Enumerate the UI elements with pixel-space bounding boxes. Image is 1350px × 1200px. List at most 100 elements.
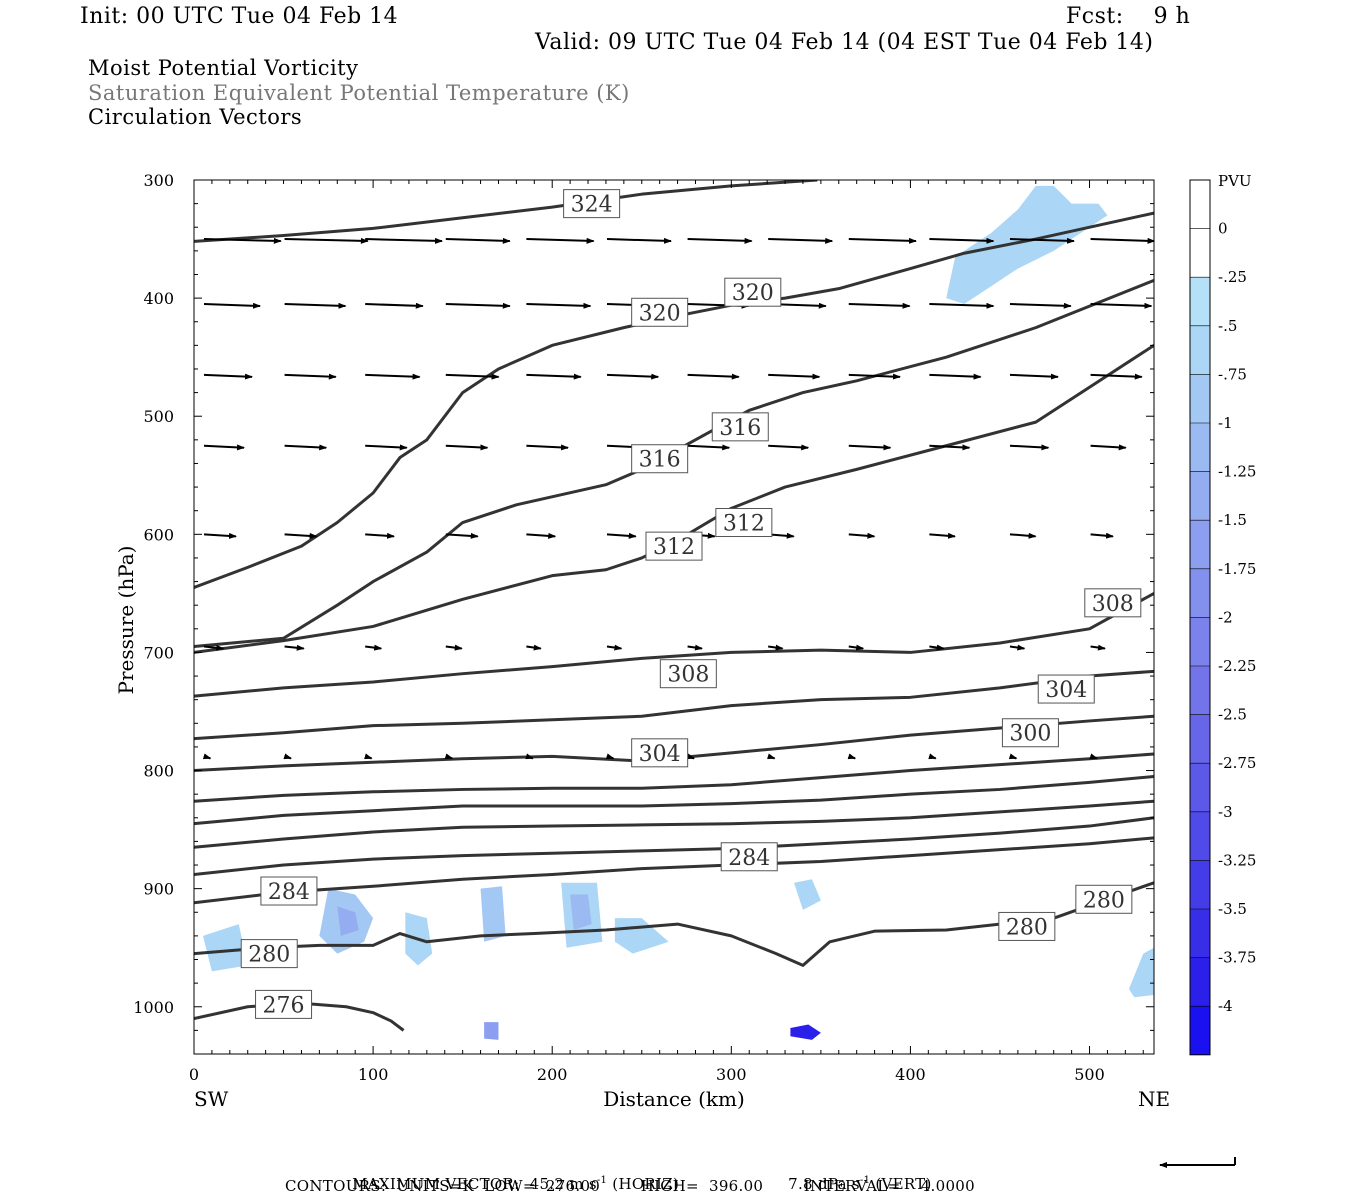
contour-label-14: 280 bbox=[248, 943, 290, 968]
contour-label-16: 280 bbox=[1083, 888, 1125, 913]
theta-e-contour-3 bbox=[194, 816, 1154, 876]
vector-6-3 bbox=[444, 753, 454, 760]
vector-1-0 bbox=[203, 302, 261, 309]
contour-label-box-7 bbox=[659, 659, 717, 689]
y-tick-label-700: 700 bbox=[143, 643, 174, 662]
vector-6-2 bbox=[364, 753, 373, 760]
vector-1-2 bbox=[365, 302, 424, 309]
x-tick-label-300: 300 bbox=[716, 1065, 747, 1084]
y-tick-label-500: 500 bbox=[143, 407, 174, 426]
contour-label-box-14 bbox=[240, 939, 298, 969]
contour-labels-layer: 324 320 320 316 316 312 312 308 308 304 304 300 284 2… bbox=[240, 189, 1142, 1019]
valid-time: Valid: 09 UTC Tue 04 Feb 14 (04 EST Tue … bbox=[535, 30, 1154, 55]
pv-area-3 bbox=[337, 906, 359, 936]
plot-frame bbox=[193, 179, 1155, 1055]
colorbar-level-0: 0 bbox=[1218, 220, 1228, 238]
vector-5-7 bbox=[768, 644, 784, 651]
axes-layer: 300 400 500 600 700 800 900 1000 0 100 200 300 400 50… bbox=[133, 171, 1154, 1084]
pv-area-0 bbox=[946, 185, 1108, 305]
colorbar-level-13: -3.25 bbox=[1218, 851, 1256, 869]
theta-e-contours-layer bbox=[194, 180, 1154, 1032]
colorbar-level-5: -1.25 bbox=[1218, 463, 1256, 481]
colorbar-level-16: -4 bbox=[1218, 997, 1233, 1015]
max-vector-vert: 7.8 dPa s bbox=[788, 1175, 860, 1193]
vector-6-8 bbox=[847, 753, 857, 760]
vector-5-5 bbox=[606, 644, 623, 651]
colorbar-level-9: -2.25 bbox=[1218, 657, 1256, 675]
vector-5-11 bbox=[1090, 644, 1106, 651]
vector-0-9 bbox=[929, 237, 995, 244]
contour-label-box-6 bbox=[715, 508, 773, 538]
contour-label-9: 304 bbox=[639, 742, 681, 767]
y-tick-label-400: 400 bbox=[143, 289, 174, 308]
colorbar-swatch-15 bbox=[1190, 909, 1210, 958]
vector-5-3 bbox=[445, 644, 463, 651]
colorbar-level-7: -1.75 bbox=[1218, 560, 1256, 578]
colorbar-swatch-6 bbox=[1190, 471, 1210, 521]
colorbar-swatch-9 bbox=[1190, 617, 1210, 666]
x-tick-label-0: 0 bbox=[189, 1065, 199, 1084]
theta-e-contour-8 bbox=[194, 669, 1154, 741]
vector-3-11 bbox=[1090, 444, 1127, 451]
vector-4-7 bbox=[768, 532, 795, 539]
vector-2-3 bbox=[445, 373, 500, 380]
vector-1-9 bbox=[929, 302, 995, 309]
contour-label-11: 300 bbox=[1009, 722, 1051, 747]
vector-1-4 bbox=[526, 302, 592, 309]
contour-label-8: 308 bbox=[1092, 592, 1134, 617]
vector-3-4 bbox=[526, 444, 569, 451]
vector-3-0 bbox=[203, 444, 245, 451]
pv-colorbar: 0 -.25 -.5 -.75 -1 -1.25 -1.5 -1.75 -2 -2.25 -2.5 -… bbox=[1189, 179, 1256, 1056]
vector-3-2 bbox=[365, 444, 408, 451]
colorbar-swatch-16 bbox=[1190, 957, 1210, 1007]
field-title-vectors: Circulation Vectors bbox=[88, 105, 303, 129]
colorbar-swatch-7 bbox=[1190, 520, 1210, 569]
contour-label-box-12 bbox=[720, 842, 778, 872]
contour-label-box-13 bbox=[260, 876, 318, 906]
colorbar-swatch-4 bbox=[1190, 374, 1210, 423]
x-axis-label: Distance (km) bbox=[603, 1087, 745, 1111]
vector-3-10 bbox=[1009, 444, 1050, 451]
vector-4-3 bbox=[445, 532, 479, 539]
contour-label-5: 312 bbox=[653, 535, 695, 560]
vector-2-4 bbox=[526, 373, 582, 380]
theta-e-contour-9 bbox=[194, 592, 1154, 698]
field-title-pv: Moist Potential Vorticity bbox=[88, 56, 359, 80]
vector-1-8 bbox=[848, 302, 911, 309]
theta-e-contour-12 bbox=[194, 211, 1154, 589]
vector-3-6 bbox=[687, 444, 731, 451]
contour-label-box-11 bbox=[1001, 718, 1059, 748]
vert-unit-exponent: -1 bbox=[859, 1175, 871, 1186]
pv-area-11 bbox=[790, 1024, 821, 1040]
vector-4-4 bbox=[526, 532, 557, 539]
vector-6-11 bbox=[1089, 753, 1098, 760]
x-tick-label-200: 200 bbox=[537, 1065, 568, 1084]
vector-1-1 bbox=[284, 302, 347, 309]
colorbar-level-14: -3.5 bbox=[1218, 900, 1247, 918]
contour-label-box-15 bbox=[998, 911, 1056, 941]
colorbar-level-1: -.25 bbox=[1218, 268, 1247, 286]
colorbar-level-2: -.5 bbox=[1218, 317, 1237, 335]
contour-label-box-16 bbox=[1075, 884, 1133, 914]
y-tick-label-800: 800 bbox=[143, 762, 174, 781]
vector-4-8 bbox=[848, 532, 876, 539]
vector-0-6 bbox=[687, 237, 753, 244]
colorbar-swatch-17 bbox=[1190, 1006, 1210, 1055]
pv-area-8 bbox=[614, 918, 669, 954]
init-time: Init: 00 UTC Tue 04 Feb 14 bbox=[80, 4, 399, 29]
vector-5-8 bbox=[848, 644, 865, 651]
contour-label-1: 320 bbox=[639, 301, 681, 326]
vector-0-1 bbox=[284, 237, 369, 244]
vector-5-1 bbox=[284, 644, 305, 651]
vector-3-9 bbox=[929, 444, 971, 451]
pv-area-10 bbox=[1128, 947, 1154, 998]
colorbar-swatch-14 bbox=[1190, 860, 1210, 909]
vector-3-3 bbox=[445, 444, 489, 451]
contour-label-12: 284 bbox=[728, 846, 770, 871]
contour-info: CONTOURS: UNITS=K LOW= 276.00 HIGH= 396.… bbox=[285, 1177, 975, 1195]
x-tick-label-400: 400 bbox=[895, 1065, 926, 1084]
vector-0-3 bbox=[445, 237, 511, 244]
colorbar-swatch-1 bbox=[1190, 228, 1210, 278]
contour-label-box-0 bbox=[563, 189, 621, 219]
contour-label-box-1 bbox=[631, 297, 689, 327]
